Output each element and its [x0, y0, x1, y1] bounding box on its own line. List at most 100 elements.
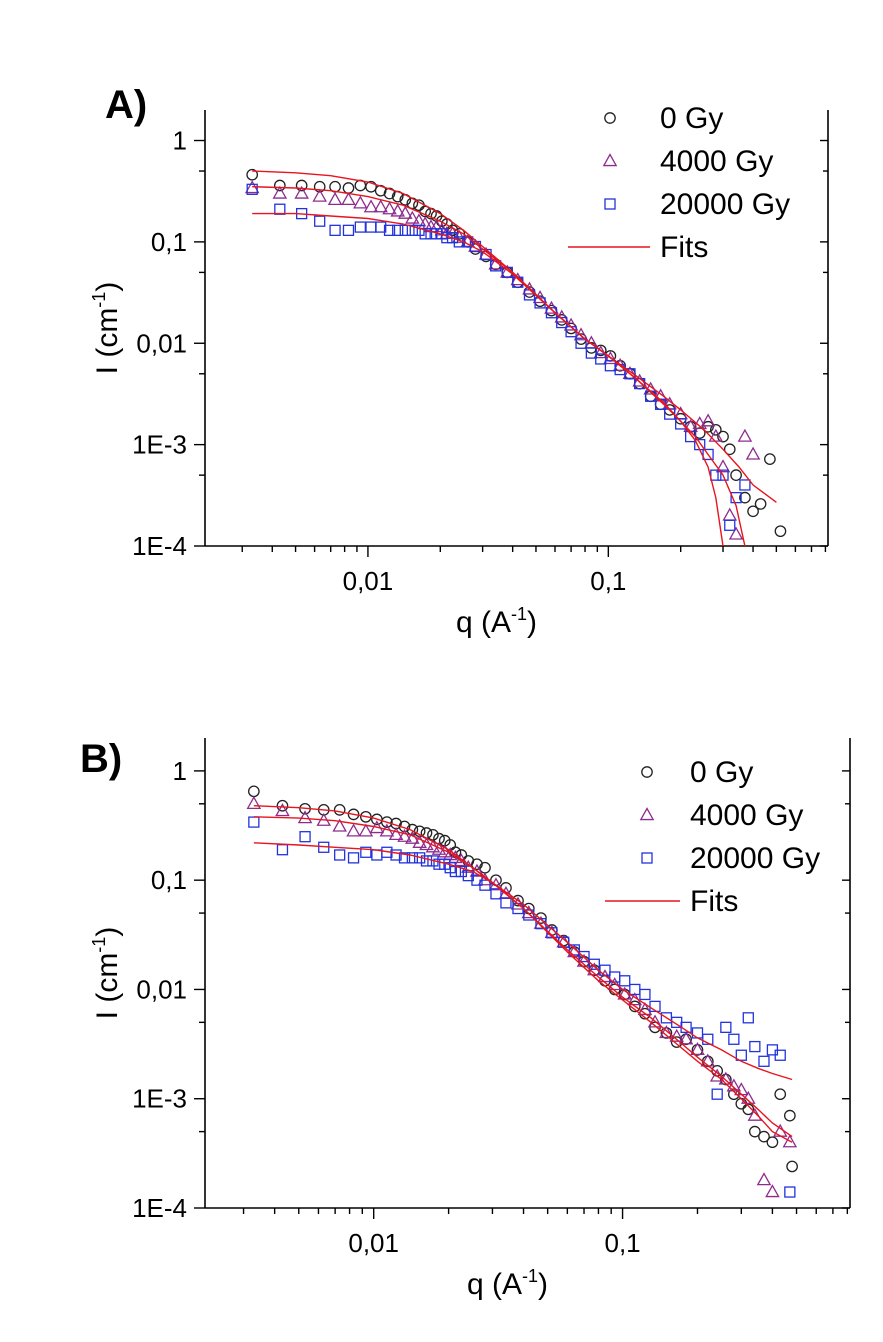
data-point [728, 526, 744, 540]
fit-line [252, 170, 746, 546]
data-point [248, 785, 260, 798]
data-point [510, 272, 526, 286]
fit-line [252, 212, 777, 503]
data-point [371, 849, 383, 861]
y-tick-label: 1E-4 [132, 531, 187, 561]
data-point [342, 224, 355, 236]
data-point [275, 803, 290, 817]
data-point [353, 195, 368, 209]
data-point [398, 852, 411, 864]
x-axis-label: q (A-1) [456, 604, 537, 639]
data-point [678, 1031, 694, 1045]
data-point [359, 810, 372, 823]
data-point [406, 224, 418, 236]
data-point [383, 187, 396, 200]
x-tick-label: 0,1 [590, 566, 626, 596]
data-point [742, 1012, 754, 1024]
y-tick-label: 1 [173, 126, 187, 156]
data-point [633, 377, 646, 390]
y-axis-label-main: I (cm [91, 308, 124, 375]
fit-line [253, 805, 793, 1143]
data-point [246, 183, 258, 195]
y-tick-label: 1E-3 [132, 1084, 187, 1114]
data-point [392, 224, 404, 236]
data-point [758, 1055, 770, 1067]
data-point [427, 828, 439, 841]
data-point [691, 1027, 704, 1039]
data-point [649, 1000, 661, 1013]
legend-item: 4000 Gy [602, 145, 773, 178]
data-point [365, 180, 377, 193]
data-point [276, 844, 289, 856]
y-tick-label: 0,01 [136, 974, 187, 1004]
data-point [360, 846, 372, 858]
data-point [774, 525, 787, 538]
data-point [294, 185, 309, 199]
data-point [745, 446, 761, 460]
y-axis-label-end: ) [91, 282, 124, 292]
data-point [299, 831, 311, 843]
y-tick-label: 1 [173, 756, 187, 786]
data-point [347, 808, 360, 821]
legend-label: Fits [660, 231, 708, 264]
legend-item: 0 Gy [641, 756, 753, 789]
data-point [342, 182, 355, 194]
data-point [588, 958, 600, 970]
data-point [327, 191, 343, 206]
legend-label: 4000 Gy [690, 799, 803, 832]
legend-item: 4000 Gy [639, 799, 803, 832]
data-point [329, 224, 341, 236]
data-point [427, 855, 439, 867]
data-point [723, 443, 736, 456]
data-point [786, 1160, 798, 1173]
data-point [382, 201, 397, 215]
data-point [488, 877, 504, 891]
data-point [522, 281, 537, 295]
data-point [347, 852, 360, 864]
fit-line [252, 186, 724, 546]
series-20000-gy [248, 816, 796, 1198]
data-point [390, 203, 405, 217]
fit-line [253, 842, 793, 1081]
data-point [782, 1134, 798, 1148]
data-point [363, 199, 379, 213]
data-point [358, 823, 374, 837]
data-point [690, 1042, 705, 1056]
data-point [774, 1049, 786, 1061]
y-ticks: 1 0,1 0,01 1E-3 1E-4 [132, 126, 828, 561]
data-point [700, 413, 716, 427]
data-point [578, 950, 590, 963]
data-point [312, 188, 327, 202]
legend-marker [602, 153, 618, 167]
data-point [747, 505, 759, 518]
data-point [341, 191, 356, 206]
data-point [735, 1049, 747, 1061]
data-point [295, 179, 308, 192]
legend-item: Fits [568, 231, 708, 264]
legend-label: Fits [690, 885, 738, 918]
y-ticks: 1 0,1 0,01 1E-3 1E-4 [132, 756, 850, 1223]
data-point [406, 823, 419, 836]
legend-label: 20000 Gy [690, 842, 820, 875]
data-point [333, 804, 346, 816]
data-point [413, 224, 425, 236]
data-point [758, 1130, 770, 1143]
legend-item: 20000 Gy [641, 842, 820, 875]
x-axis-label-end: ) [527, 606, 537, 639]
data-point [756, 1172, 772, 1186]
data-point [512, 894, 524, 907]
data-point [739, 491, 751, 504]
data-point [720, 1021, 732, 1033]
data-point [276, 799, 289, 812]
data-point [446, 232, 459, 244]
data-point [573, 327, 589, 341]
plot-area [244, 168, 787, 546]
data-point [730, 469, 742, 481]
data-point [603, 351, 618, 365]
data-point [490, 874, 502, 887]
legend-label: 20000 Gy [660, 188, 790, 221]
data-point [375, 221, 387, 233]
data-point [764, 453, 776, 465]
